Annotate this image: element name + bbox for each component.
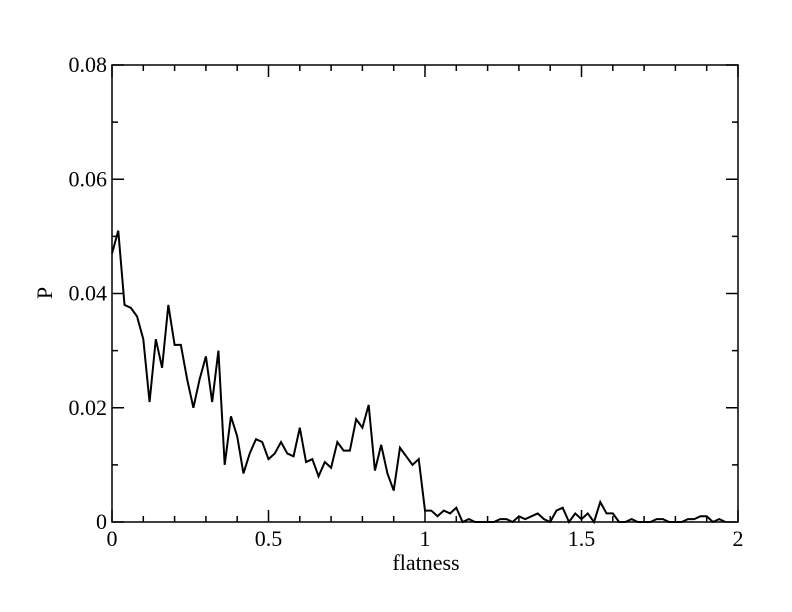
y-tick-label: 0 xyxy=(96,509,107,534)
y-tick-label: 0.02 xyxy=(69,395,108,420)
plot-frame xyxy=(111,64,739,523)
x-tick-label: 1.5 xyxy=(568,526,596,551)
y-tick-label: 0.06 xyxy=(69,166,108,191)
x-axis-label: flatness xyxy=(392,550,459,575)
y-axis-label: P xyxy=(32,287,57,299)
data-line xyxy=(111,230,726,525)
y-tick-label: 0.08 xyxy=(69,52,108,77)
x-tick-label: 2 xyxy=(733,526,744,551)
x-tick-label: 1 xyxy=(420,526,431,551)
x-tick-label: 0.5 xyxy=(255,526,283,551)
x-tick-label: 0 xyxy=(107,526,118,551)
y-tick-label: 0.04 xyxy=(69,281,108,306)
